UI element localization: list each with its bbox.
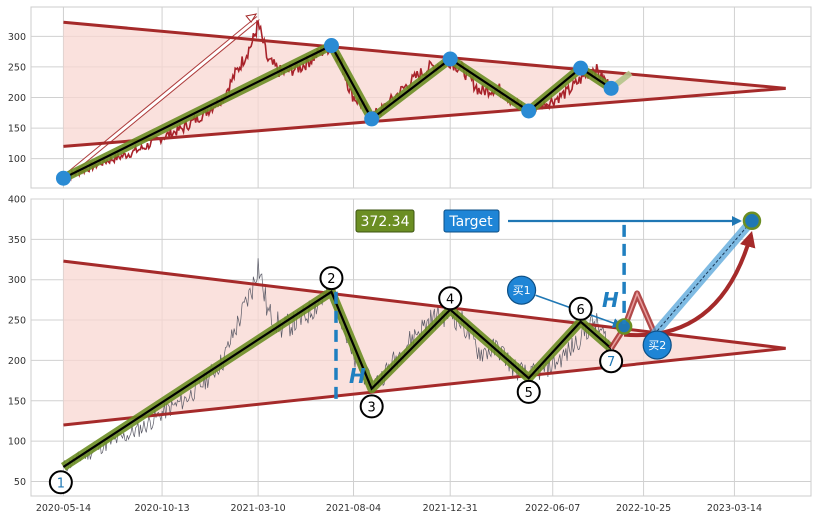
bottom-y-tick-label: 350 (8, 235, 26, 246)
pivot-label-circle (438, 286, 463, 311)
pivot-label-text: 3 (368, 400, 376, 415)
breakout-marker (615, 318, 633, 335)
triangle-fill (63, 22, 786, 147)
value-box (355, 209, 415, 233)
pivot-label-circle (568, 296, 593, 321)
triangle-upper-line (63, 20, 786, 90)
bottom-y-tick-label: 400 (8, 195, 26, 206)
bottom-y-tick-label: 150 (8, 396, 26, 407)
pivot-marker (573, 60, 589, 76)
height-label: H (349, 364, 366, 388)
x-tick-label: 2021-12-31 (423, 503, 478, 514)
trend-arrow-inner (62, 16, 260, 180)
projection-blue-dash (653, 220, 753, 335)
pivot-label-circle (48, 470, 73, 495)
bottom-y-tick-label: 100 (8, 437, 26, 448)
pivot-label-text: 5 (525, 386, 533, 401)
x-tick-label: 2022-06-07 (525, 503, 580, 514)
top-y-tick-label: 300 (8, 32, 26, 43)
pivot-marker (364, 111, 380, 127)
pivot-label-text: 7 (607, 355, 615, 370)
pivot-marker (55, 170, 71, 186)
bottom-y-tick-label: 300 (8, 275, 26, 286)
pivot-label-text: 2 (327, 272, 335, 287)
triangle-lower-line (63, 86, 786, 148)
buy-point-label: 买1 (513, 284, 531, 297)
pivot-label-text: 1 (57, 476, 65, 491)
x-tick-label: 2020-10-13 (134, 503, 189, 514)
top-y-tick-label: 200 (8, 93, 26, 104)
value-box-text: 372.34 (361, 214, 410, 230)
height-label: H (602, 288, 619, 312)
x-tick-labels: 2020-05-14 2020-10-13 2021-03-10 2021-08-04… (36, 503, 762, 514)
curved-arrow (623, 230, 756, 338)
pivot-marker (323, 38, 339, 54)
buy-point-label: 买2 (648, 339, 666, 352)
buy-point-circle (642, 330, 672, 360)
pivot-label-circle (319, 266, 344, 291)
x-tick-label: 2021-03-10 (231, 503, 286, 514)
bottom-y-tick-label: 50 (14, 477, 26, 488)
top-plot (55, 13, 786, 186)
top-y-tick-label: 250 (8, 62, 26, 73)
pivot-label-circle (359, 394, 384, 419)
top-y-tick-labels: 100 150 200 250 300 (8, 32, 26, 165)
x-tick-label: 2020-05-14 (36, 503, 91, 514)
bottom-y-tick-label: 250 (8, 316, 26, 327)
buy-point-circle (506, 275, 537, 305)
top-y-tick-label: 100 (8, 154, 26, 165)
trend-arrow-head (245, 13, 258, 23)
pivot-marker (442, 51, 458, 67)
target-box (443, 209, 500, 233)
x-tick-label: 2022-10-25 (616, 503, 671, 514)
pivot-marker (521, 103, 537, 119)
pivot-label-text: 6 (576, 303, 584, 318)
pivot-label-circle (516, 379, 541, 404)
top-y-tick-label: 150 (8, 124, 26, 135)
target-marker (742, 211, 762, 231)
x-tick-label: 2023-03-14 (707, 503, 762, 514)
pivot-label-text: 4 (446, 292, 454, 307)
target-box-text: Target (448, 214, 493, 230)
projection-zig-inner (610, 291, 655, 349)
x-tick-label: 2021-08-04 (326, 503, 381, 514)
bottom-y-tick-label: 200 (8, 356, 26, 367)
pivot-marker (603, 80, 619, 96)
bottom-y-tick-labels: 50 100 150 200 250 300 350 400 (8, 195, 26, 488)
pivot-label-circle (599, 349, 624, 374)
bottom-plot: H H 1 2 3 4 5 6 7 买1 买2 (48, 211, 786, 495)
triangle-lower-line (63, 346, 786, 427)
